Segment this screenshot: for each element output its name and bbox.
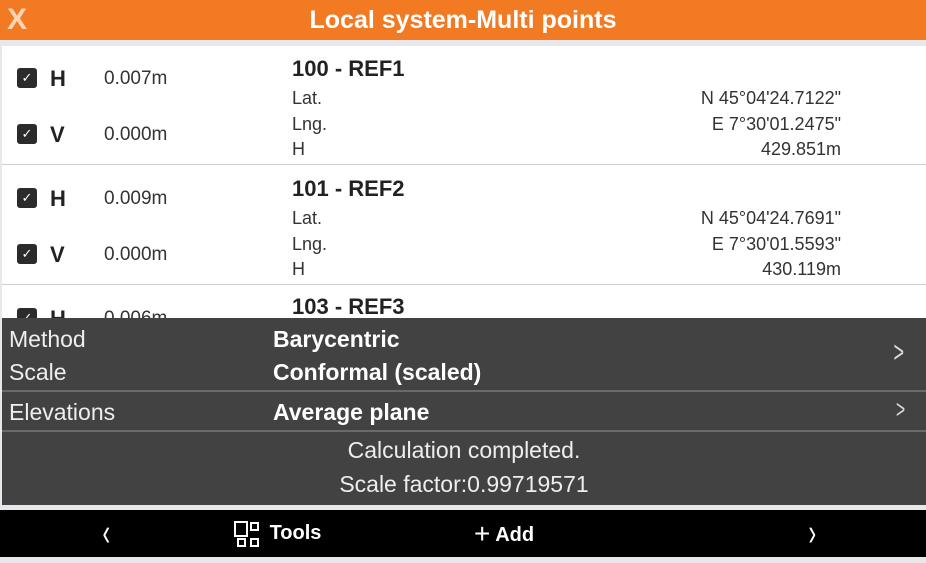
lat-value: N 45°04'24.7691" <box>700 208 841 228</box>
lat-value: N 45°04'24.7122" <box>700 88 841 108</box>
tools-label: Tools <box>269 522 322 544</box>
v-checkbox[interactable]: ✓ <box>17 244 37 264</box>
point-name: 101 - REF2 <box>292 176 405 201</box>
elev-value: 429.851m <box>760 139 841 159</box>
chevron-right-icon: › <box>808 512 817 554</box>
h-residual: 0.007m <box>104 68 168 89</box>
lng-value: E 7°30'01.2475" <box>711 114 841 134</box>
lng-label: Lng. <box>292 114 328 134</box>
v-residual: 0.000m <box>104 244 168 265</box>
app-logo-icon[interactable]: X <box>6 3 27 36</box>
lng-value: E 7°30'01.5593" <box>711 234 841 254</box>
add-label: Add <box>495 524 535 546</box>
lat-label: Lat. <box>292 208 323 228</box>
plus-icon: + <box>474 518 491 549</box>
add-button[interactable]: + Add <box>474 510 534 557</box>
status-message: Calculation completed. <box>347 437 581 463</box>
elev-label: H <box>292 139 305 159</box>
elevations-value: Average plane <box>273 399 430 425</box>
point-name: 100 - REF1 <box>292 56 405 81</box>
method-scale-row[interactable]: Method Barycentric Scale Conformal (scal… <box>2 318 926 390</box>
v-label: V <box>50 122 65 147</box>
h-label: H <box>50 186 66 211</box>
chevron-right-icon[interactable]: > <box>893 336 905 369</box>
scale-label: Scale <box>9 359 67 385</box>
grid-icon <box>234 520 259 547</box>
elev-value: 430.119m <box>762 259 841 279</box>
next-button[interactable]: › <box>806 510 819 557</box>
divider <box>2 390 926 392</box>
chevron-right-icon[interactable]: > <box>895 394 905 424</box>
scale-factor: Scale factor:0.99719571 <box>339 471 589 497</box>
v-label: V <box>50 242 65 267</box>
bottom-toolbar: ‹ Tools + Add › <box>0 510 926 557</box>
method-value: Barycentric <box>273 326 400 352</box>
title-bar: X Local system-Multi points <box>0 0 926 40</box>
elevations-label: Elevations <box>9 399 116 425</box>
list-item[interactable]: ✓ H 0.006m 103 - REF3 <box>2 286 926 318</box>
h-residual: 0.006m <box>104 308 167 318</box>
points-list[interactable]: ✓ H 0.007m ✓ V 0.000m 100 - REF1 Lat. Ln… <box>2 46 926 318</box>
scale-value: Conformal (scaled) <box>273 359 482 385</box>
lng-label: Lng. <box>292 234 328 254</box>
lat-label: Lat. <box>292 88 323 108</box>
h-checkbox[interactable]: ✓ <box>17 308 37 318</box>
v-residual: 0.000m <box>104 124 168 145</box>
previous-button[interactable]: ‹ <box>100 510 113 557</box>
v-checkbox[interactable]: ✓ <box>17 124 37 144</box>
h-residual: 0.009m <box>104 188 168 209</box>
h-checkbox[interactable]: ✓ <box>17 68 37 88</box>
tools-button[interactable]: Tools <box>234 510 321 557</box>
settings-panel: Method Barycentric Scale Conformal (scal… <box>2 318 926 505</box>
chevron-left-icon: ‹ <box>102 512 111 554</box>
h-checkbox[interactable]: ✓ <box>17 188 37 208</box>
elevations-row[interactable]: Elevations Average plane > <box>2 392 926 430</box>
h-label: H <box>50 306 66 318</box>
point-name: 103 - REF3 <box>292 294 405 318</box>
divider <box>2 430 926 432</box>
list-item[interactable]: ✓ H 0.007m ✓ V 0.000m 100 - REF1 Lat. Ln… <box>2 46 926 165</box>
page-title: Local system-Multi points <box>309 6 617 34</box>
list-item[interactable]: ✓ H 0.009m ✓ V 0.000m 101 - REF2 Lat. Ln… <box>2 166 926 285</box>
elev-label: H <box>292 259 305 279</box>
method-label: Method <box>9 326 86 352</box>
h-label: H <box>50 66 66 91</box>
